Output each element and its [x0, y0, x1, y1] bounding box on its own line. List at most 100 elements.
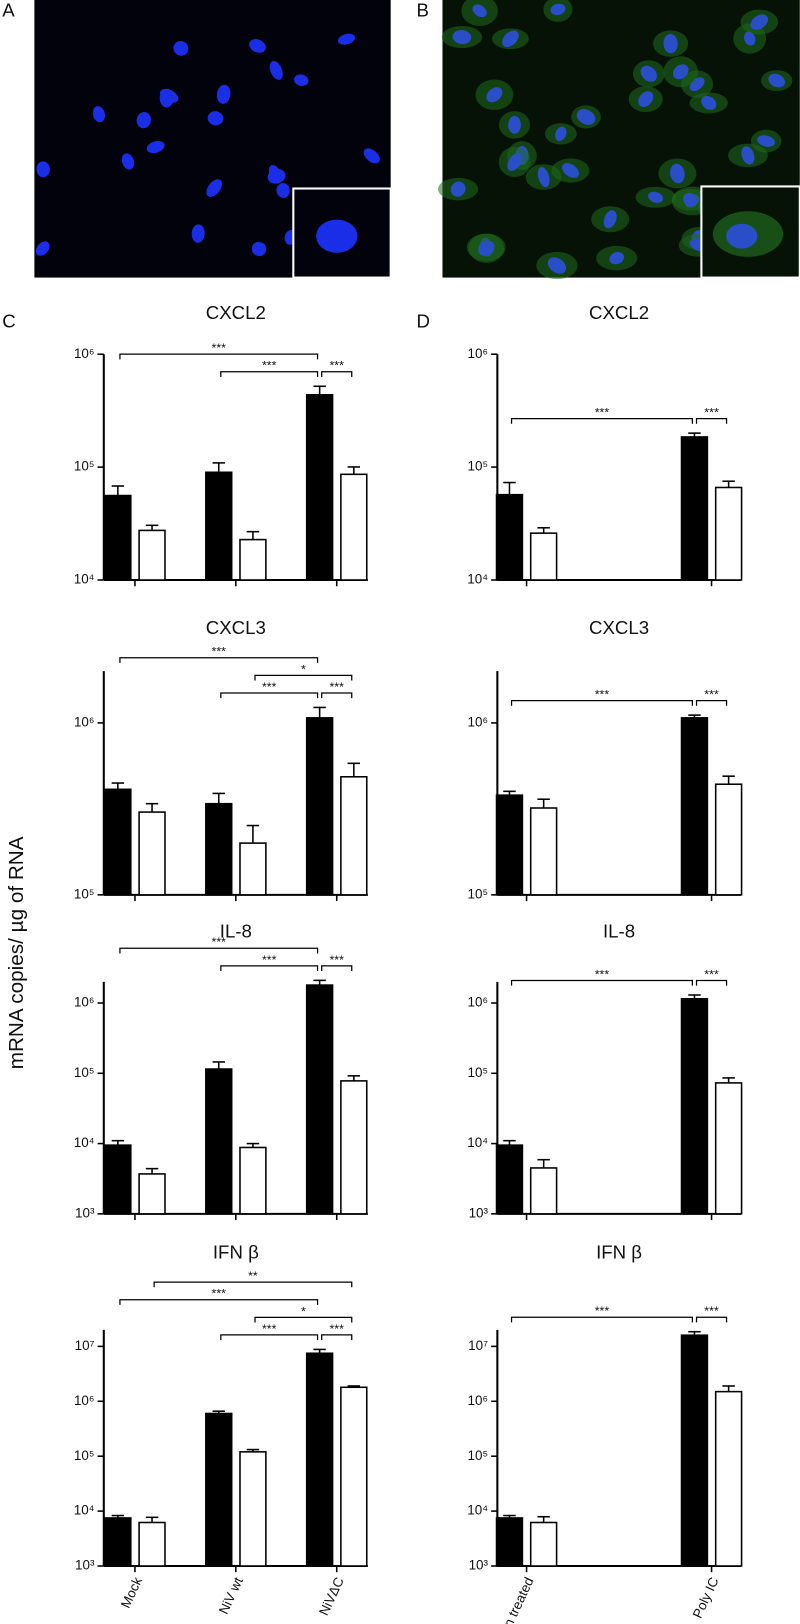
y-tick-label: 10³ — [75, 1205, 95, 1220]
bar — [714, 486, 743, 581]
nucleus — [337, 33, 356, 45]
nucleus — [121, 153, 135, 170]
significance-bracket — [119, 657, 319, 663]
significance-label: *** — [212, 935, 227, 949]
y-tick-label: 10⁴ — [74, 572, 95, 587]
nucleus — [251, 241, 267, 257]
bar — [340, 1080, 368, 1215]
bar — [104, 494, 132, 581]
bar — [138, 811, 166, 896]
y-tick-label: 10⁴ — [74, 1503, 95, 1518]
significance-label: *** — [704, 406, 719, 420]
nucleus — [486, 87, 503, 103]
bar — [495, 493, 524, 581]
y-tick-label: 10⁶ — [468, 1393, 489, 1408]
y-tick-label: 10⁴ — [467, 1135, 488, 1150]
significance-label: *** — [212, 1287, 227, 1301]
significance-label: *** — [704, 688, 719, 702]
y-tick-label: 10⁵ — [74, 1448, 95, 1463]
bar — [239, 842, 267, 896]
significance-label: *** — [329, 359, 344, 373]
bar — [714, 1082, 743, 1215]
significance-bracket — [119, 947, 319, 954]
y-tick-label: 10³ — [469, 1558, 489, 1573]
y-tick-label: 10⁴ — [74, 1135, 95, 1150]
bar — [305, 984, 334, 1215]
bar — [495, 1144, 524, 1215]
nucleus — [452, 30, 472, 45]
nucleus — [638, 91, 654, 107]
y-tick-label: 10⁴ — [467, 572, 488, 587]
y-tick-label: 10⁵ — [467, 459, 488, 474]
bar — [529, 807, 558, 896]
nucleus — [670, 163, 685, 184]
nucleus — [768, 73, 786, 88]
significance-bracket — [153, 1281, 353, 1288]
significance-bracket — [321, 965, 353, 972]
significance-label: *** — [212, 341, 227, 355]
significance-bracket — [510, 1316, 694, 1323]
bar — [529, 1167, 558, 1215]
significance-bracket — [695, 418, 728, 424]
nucleus — [269, 60, 283, 80]
y-tick-label: 10⁶ — [468, 714, 489, 729]
chart-title: IL-8 — [603, 920, 635, 941]
significance-bracket — [321, 692, 353, 699]
bar — [529, 532, 558, 581]
nucleus — [450, 181, 466, 197]
nucleus — [550, 3, 566, 16]
significance-label: *** — [262, 680, 277, 694]
nucleus — [609, 251, 625, 265]
x-tick-label: NiV wt — [216, 1575, 246, 1617]
y-tick-label: 10⁵ — [467, 886, 488, 901]
significance-bracket — [321, 371, 353, 377]
significance-bracket — [510, 699, 694, 706]
bar — [205, 802, 233, 896]
nucleus — [672, 64, 689, 80]
significance-bracket — [220, 371, 319, 377]
nucleus — [726, 223, 758, 249]
nucleus — [603, 210, 617, 229]
y-tick-label: 10³ — [75, 1558, 95, 1573]
significance-label: *** — [329, 1322, 344, 1336]
nucleus — [35, 241, 50, 256]
bar — [340, 1386, 368, 1567]
bar — [138, 1521, 166, 1567]
bar — [305, 1352, 334, 1567]
nucleus — [249, 39, 266, 53]
bar — [138, 529, 166, 581]
bar — [305, 394, 334, 581]
significance-bracket — [510, 418, 694, 424]
x-tick-label: NiVΔC — [316, 1575, 347, 1618]
nucleus — [146, 141, 165, 154]
nucleus — [562, 163, 579, 178]
micrograph-b — [438, 0, 800, 280]
significance-bracket — [220, 1334, 319, 1341]
significance-bracket — [695, 979, 728, 986]
bar — [529, 1521, 558, 1567]
significance-bracket — [119, 1299, 319, 1305]
significance-bracket — [254, 1316, 353, 1323]
y-tick-label: 10⁵ — [467, 1065, 488, 1080]
nucleus — [640, 65, 657, 82]
x-tick-label: Non treated — [493, 1575, 536, 1624]
significance-label: *** — [262, 953, 277, 967]
nucleus — [741, 146, 755, 165]
nucleus — [508, 115, 521, 134]
significance-label: *** — [329, 953, 344, 967]
significance-bracket — [254, 674, 353, 681]
significance-bracket — [220, 692, 319, 699]
bar — [104, 788, 132, 896]
chart-title: CXCL3 — [589, 617, 649, 638]
nucleus — [648, 191, 664, 203]
significance-label: *** — [212, 645, 227, 659]
significance-label: *** — [262, 359, 277, 373]
significance-label: *** — [595, 688, 610, 702]
nucleus — [757, 135, 776, 147]
nucleus — [191, 224, 205, 243]
bar — [714, 1390, 743, 1567]
nucleus — [576, 109, 596, 125]
bar — [305, 717, 334, 896]
bar — [680, 1334, 709, 1567]
